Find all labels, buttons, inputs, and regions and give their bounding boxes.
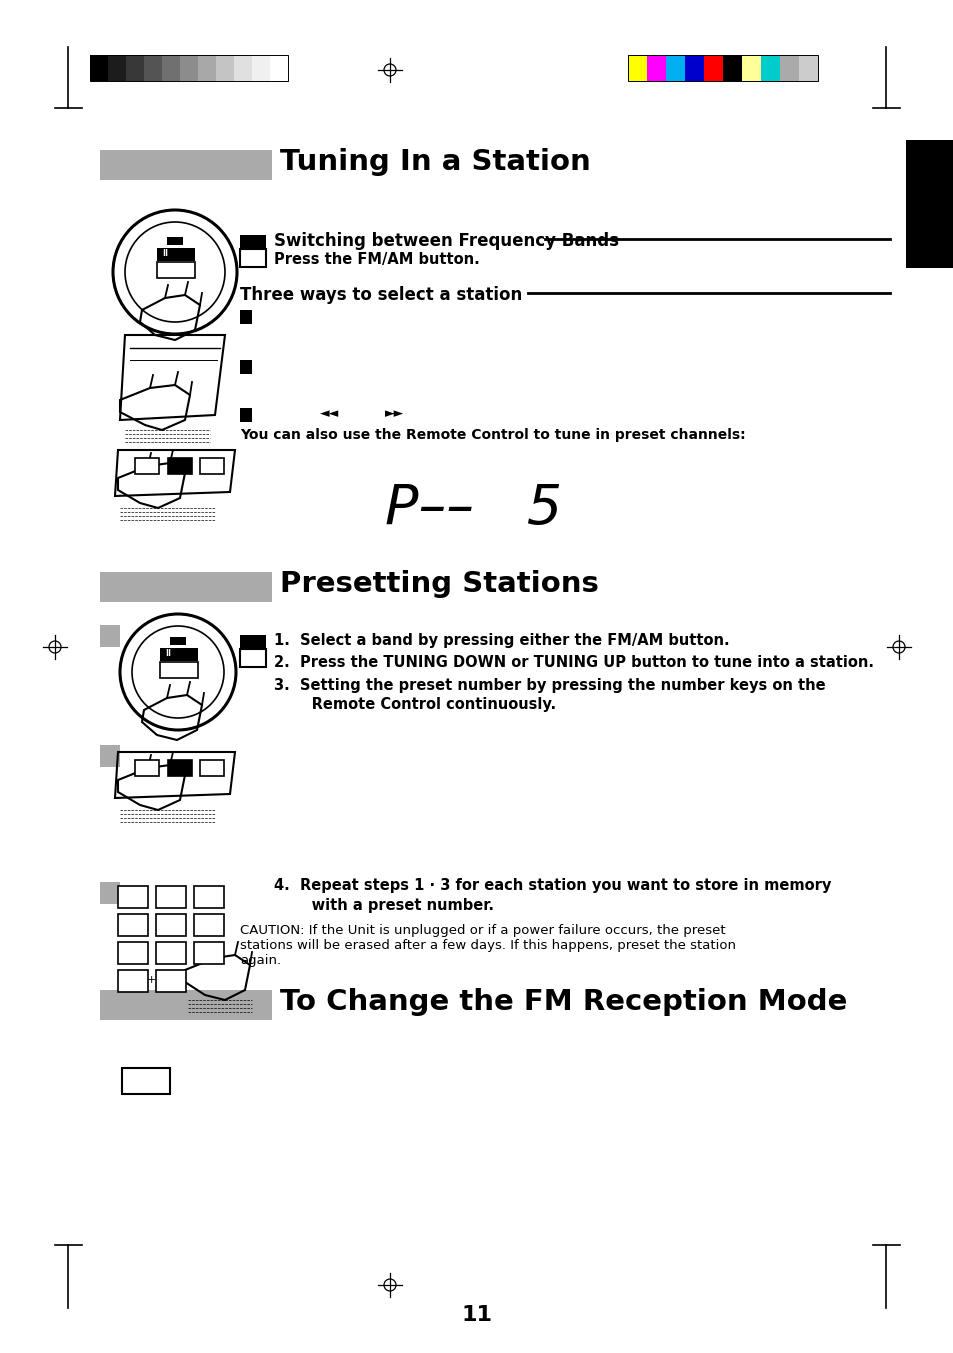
Bar: [100, 746, 120, 767]
Bar: [168, 459, 192, 474]
Bar: [144, 55, 162, 81]
Bar: [799, 55, 817, 81]
Bar: [780, 55, 799, 81]
Bar: [90, 55, 108, 81]
Bar: [126, 55, 144, 81]
Bar: [200, 459, 224, 474]
Bar: [240, 409, 252, 422]
Bar: [233, 55, 252, 81]
Bar: [156, 942, 186, 963]
Text: ►►: ►►: [385, 407, 404, 419]
Bar: [118, 886, 148, 908]
Bar: [157, 248, 194, 261]
Text: ◄◄: ◄◄: [319, 407, 339, 419]
Bar: [100, 150, 272, 180]
Bar: [118, 970, 148, 992]
Bar: [168, 459, 192, 474]
Bar: [156, 970, 186, 992]
Bar: [122, 1068, 170, 1095]
Bar: [627, 55, 817, 81]
Bar: [270, 55, 288, 81]
Bar: [118, 942, 148, 963]
Bar: [240, 635, 266, 648]
Text: CAUTION: If the Unit is unplugged or if a power failure occurs, the preset
stati: CAUTION: If the Unit is unplugged or if …: [240, 924, 735, 967]
Text: P––   5: P–– 5: [385, 482, 561, 534]
Bar: [156, 886, 186, 908]
Bar: [684, 55, 703, 81]
Bar: [170, 637, 186, 645]
Bar: [100, 882, 120, 904]
Text: You can also use the Remote Control to tune in preset channels:: You can also use the Remote Control to t…: [240, 428, 745, 442]
Bar: [240, 649, 266, 667]
Bar: [905, 139, 953, 268]
Bar: [741, 55, 760, 81]
Text: Switching between Frequency Bands: Switching between Frequency Bands: [274, 231, 618, 250]
Bar: [180, 55, 198, 81]
Bar: [193, 915, 224, 936]
Bar: [118, 915, 148, 936]
Bar: [760, 55, 780, 81]
Bar: [168, 760, 192, 777]
Bar: [156, 915, 186, 936]
Bar: [193, 886, 224, 908]
Bar: [108, 55, 126, 81]
Bar: [157, 262, 194, 277]
Bar: [240, 310, 252, 323]
Bar: [193, 942, 224, 963]
Text: +: +: [147, 976, 156, 985]
Text: with a preset number.: with a preset number.: [286, 898, 494, 913]
Text: II: II: [162, 249, 168, 258]
Text: 1.  Select a band by pressing either the FM/AM button.: 1. Select a band by pressing either the …: [274, 633, 729, 648]
Bar: [135, 760, 159, 777]
Text: To Change the FM Reception Mode: To Change the FM Reception Mode: [280, 988, 846, 1016]
Text: 11: 11: [461, 1306, 492, 1325]
Bar: [198, 55, 215, 81]
Bar: [100, 625, 120, 647]
Bar: [168, 760, 192, 777]
Bar: [162, 55, 180, 81]
Bar: [240, 249, 266, 267]
Text: 4.  Repeat steps 1 · 3 for each station you want to store in memory: 4. Repeat steps 1 · 3 for each station y…: [274, 878, 830, 893]
Bar: [252, 55, 270, 81]
Text: Remote Control continuously.: Remote Control continuously.: [286, 697, 556, 712]
Bar: [240, 235, 266, 248]
Bar: [160, 662, 198, 678]
Bar: [240, 360, 252, 373]
Bar: [167, 237, 183, 245]
Text: 2.  Press the TUNING DOWN or TUNING UP button to tune into a station.: 2. Press the TUNING DOWN or TUNING UP bu…: [274, 655, 873, 670]
Text: Presetting Stations: Presetting Stations: [280, 570, 598, 598]
Bar: [703, 55, 722, 81]
Text: II: II: [165, 649, 171, 658]
Text: 3.  Setting the preset number by pressing the number keys on the: 3. Setting the preset number by pressing…: [274, 678, 824, 693]
Bar: [100, 572, 272, 602]
Bar: [646, 55, 665, 81]
Bar: [135, 459, 159, 474]
Bar: [627, 55, 646, 81]
Bar: [665, 55, 684, 81]
Bar: [160, 648, 198, 662]
Bar: [90, 55, 288, 81]
Bar: [200, 760, 224, 777]
Text: Tuning In a Station: Tuning In a Station: [280, 147, 590, 176]
Text: Press the FM/AM button.: Press the FM/AM button.: [274, 252, 479, 267]
Bar: [215, 55, 233, 81]
Text: Three ways to select a station: Three ways to select a station: [240, 285, 521, 304]
Bar: [100, 990, 272, 1020]
Bar: [722, 55, 741, 81]
